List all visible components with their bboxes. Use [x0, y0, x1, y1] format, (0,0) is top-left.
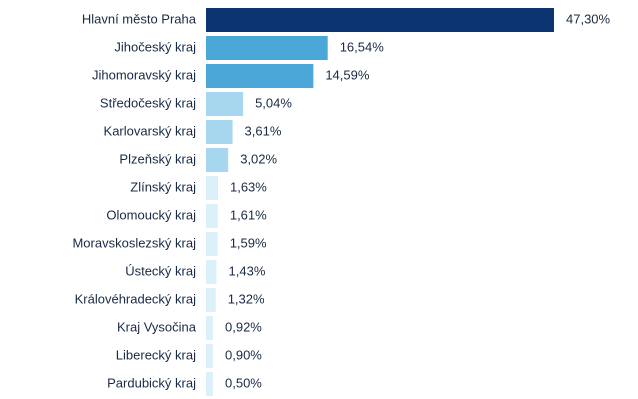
value-label: 1,32% [228, 291, 265, 306]
category-label: Středočeský kraj [100, 95, 196, 110]
category-label: Zlínský kraj [130, 179, 196, 194]
value-label: 5,04% [255, 95, 292, 110]
value-label: 3,61% [245, 123, 282, 138]
value-label: 47,30% [566, 11, 611, 26]
value-label: 1,61% [230, 207, 267, 222]
bar [206, 36, 328, 60]
category-label: Karlovarský kraj [104, 123, 197, 138]
bar [206, 372, 213, 396]
category-label: Ústecký kraj [125, 263, 196, 278]
category-label: Liberecký kraj [116, 347, 196, 362]
value-label: 14,59% [325, 67, 370, 82]
bar [206, 344, 213, 368]
value-label: 0,50% [225, 375, 262, 390]
value-label: 1,43% [229, 263, 266, 278]
bar [206, 204, 218, 228]
bar [206, 148, 229, 172]
category-label: Hlavní město Praha [82, 11, 197, 26]
category-label: Pardubický kraj [107, 375, 196, 390]
category-label: Jihočeský kraj [114, 39, 196, 54]
bar [206, 316, 213, 340]
category-label: Královéhradecký kraj [75, 291, 196, 306]
category-label: Jihomoravský kraj [92, 67, 196, 82]
category-label: Kraj Vysočina [117, 319, 197, 334]
category-label: Olomoucký kraj [106, 207, 196, 222]
bar [206, 92, 244, 116]
value-label: 1,59% [230, 235, 267, 250]
bar [206, 232, 218, 256]
bar [206, 120, 233, 144]
value-label: 0,90% [225, 347, 262, 362]
bar [206, 260, 217, 284]
category-label: Plzeňský kraj [119, 151, 196, 166]
category-label: Moravskoslezský kraj [72, 235, 196, 250]
value-label: 0,92% [225, 319, 262, 334]
value-label: 16,54% [340, 39, 385, 54]
value-label: 1,63% [230, 179, 267, 194]
bar [206, 64, 314, 88]
bar [206, 288, 216, 312]
bar [206, 8, 554, 32]
bar [206, 176, 218, 200]
value-label: 3,02% [240, 151, 277, 166]
